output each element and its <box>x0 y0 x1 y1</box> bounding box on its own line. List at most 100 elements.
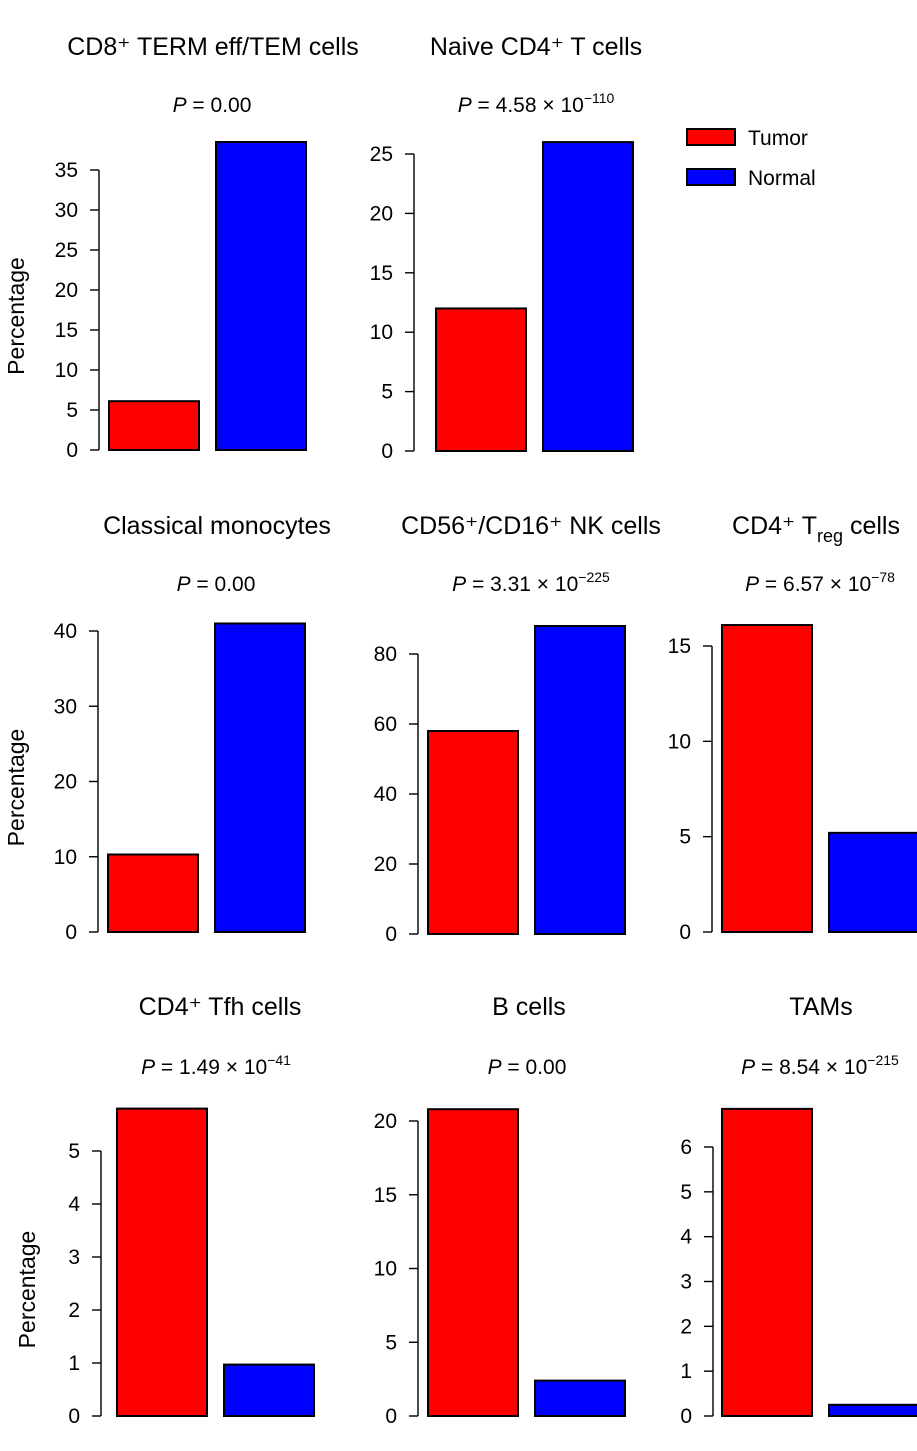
bar-normal <box>215 141 307 451</box>
y-tick-label: 5 <box>66 399 78 422</box>
chart-panel-8: TAMs P = 8.54 × 10−215 0 1 2 3 4 5 6 <box>680 993 917 1428</box>
y-tick-label: 15 <box>374 1184 397 1207</box>
p-value: P = 3.31 × 10−225 <box>452 569 610 596</box>
legend-label-tumor: Tumor <box>748 127 808 150</box>
p-value-text: = 4.58 × 10 <box>472 94 584 117</box>
p-value-symbol: P <box>745 573 759 596</box>
chart-panel-1: CD8⁺ TERM eff/TEM cells P = 0.00 0 5 10 15 20 2… <box>3 33 359 462</box>
y-tick-label: 10 <box>668 730 691 753</box>
chart-title: CD56⁺/CD16⁺ NK cells <box>401 512 661 540</box>
p-value-text: = 1.49 × 10 <box>155 1056 267 1079</box>
bar-tumor <box>721 624 813 933</box>
y-tick-label: 5 <box>68 1140 80 1163</box>
y-tick-label: 0 <box>385 1405 397 1428</box>
p-value-text: = 6.57 × 10 <box>759 573 871 596</box>
bar-normal <box>223 1363 315 1417</box>
y-tick-label: 25 <box>55 239 78 262</box>
p-value-exponent: −78 <box>871 569 895 585</box>
y-tick-label: 1 <box>680 1360 692 1383</box>
bar-tumor <box>435 307 527 452</box>
p-value-symbol: P <box>141 1056 155 1079</box>
bar-normal <box>534 625 626 935</box>
p-value-text: = 8.54 × 10 <box>755 1056 867 1079</box>
y-tick-label: 5 <box>680 1181 692 1204</box>
p-value: P = 4.58 × 10−110 <box>458 90 615 117</box>
p-value-exponent: −215 <box>867 1052 899 1068</box>
p-value: P = 6.57 × 10−78 <box>745 569 895 596</box>
p-value-text: = 0.00 <box>502 1056 567 1079</box>
y-tick-label: 0 <box>385 923 397 946</box>
y-tick-label: 0 <box>66 439 78 462</box>
y-tick-label: 3 <box>680 1271 692 1294</box>
y-tick-label: 2 <box>680 1315 692 1338</box>
p-value-symbol: P <box>173 94 187 117</box>
y-tick-label: 40 <box>374 783 397 806</box>
y-tick-label: 10 <box>54 846 77 869</box>
chart-title: B cells <box>492 993 566 1021</box>
chart-title-suffix: cells <box>843 512 900 540</box>
chart-title-subscript: reg <box>817 526 843 546</box>
bar-normal <box>828 831 917 933</box>
bar-normal <box>542 141 634 452</box>
y-tick-label: 10 <box>370 321 393 344</box>
p-value-symbol: P <box>177 573 191 596</box>
y-tick-label: 0 <box>680 1405 692 1428</box>
bar-normal <box>534 1379 626 1417</box>
p-value: P = 0.00 <box>173 94 252 117</box>
p-value: P = 8.54 × 10−215 <box>741 1052 899 1079</box>
y-tick-label: 2 <box>68 1299 80 1322</box>
y-tick-label: 5 <box>385 1331 397 1354</box>
p-value-text: = 0.00 <box>187 94 252 117</box>
p-value-text: = 3.31 × 10 <box>466 573 578 596</box>
y-tick-label: 0 <box>381 440 393 463</box>
bar-tumor <box>107 853 199 933</box>
bar-tumor <box>108 400 200 452</box>
y-tick-label: 20 <box>370 202 393 225</box>
chart-title: CD8⁺ TERM eff/TEM cells <box>67 33 359 61</box>
bar-normal <box>828 1403 917 1417</box>
y-tick-label: 6 <box>680 1136 692 1159</box>
p-value-text: = 0.00 <box>191 573 256 596</box>
y-tick-label: 20 <box>374 1110 397 1133</box>
p-value: P = 0.00 <box>177 573 256 596</box>
chart-panel-7: B cells P = 0.00 0 5 10 15 20 <box>374 993 626 1428</box>
p-value: P = 1.49 × 10−41 <box>141 1052 291 1079</box>
legend: Tumor Normal <box>686 127 816 190</box>
p-value-symbol: P <box>452 573 466 596</box>
y-tick-label: 1 <box>68 1352 80 1375</box>
y-tick-label: 0 <box>679 921 691 944</box>
y-tick-label: 10 <box>374 1258 397 1281</box>
y-tick-label: 15 <box>668 635 691 658</box>
chart-title: Classical monocytes <box>103 512 331 540</box>
legend-swatch-normal <box>686 168 736 186</box>
y-axis-label: Percentage <box>3 257 29 375</box>
y-tick-label: 30 <box>54 695 77 718</box>
chart-panel-4: CD56⁺/CD16⁺ NK cells P = 3.31 × 10−225 0 20… <box>374 512 661 946</box>
bar-tumor <box>116 1107 208 1417</box>
y-tick-label: 3 <box>68 1246 80 1269</box>
bar-tumor <box>427 730 519 935</box>
chart-panel-5: CD4⁺ Treg cells P = 6.57 × 10−78 0 5 10 15 <box>668 512 917 944</box>
y-tick-label: 10 <box>55 359 78 382</box>
p-value-exponent: −110 <box>584 90 615 106</box>
y-tick-label: 15 <box>370 262 393 285</box>
chart-title: CD4⁺ Treg cells <box>732 512 900 546</box>
y-tick-label: 60 <box>374 713 397 736</box>
bar-tumor <box>721 1107 813 1418</box>
bar-tumor <box>427 1108 519 1417</box>
y-tick-label: 0 <box>65 921 77 944</box>
y-tick-label: 20 <box>55 279 78 302</box>
p-value-symbol: P <box>488 1056 502 1079</box>
y-tick-label: 4 <box>68 1193 80 1216</box>
y-axis-label: Percentage <box>14 1231 40 1349</box>
chart-title: Naive CD4⁺ T cells <box>430 33 642 61</box>
legend-swatch-tumor <box>686 128 736 146</box>
y-tick-label: 0 <box>68 1405 80 1428</box>
p-value-exponent: −41 <box>267 1052 291 1068</box>
y-tick-label: 40 <box>54 620 77 643</box>
legend-label-normal: Normal <box>748 167 816 190</box>
p-value: P = 0.00 <box>488 1056 567 1079</box>
y-tick-label: 30 <box>55 199 78 222</box>
y-tick-label: 20 <box>374 853 397 876</box>
